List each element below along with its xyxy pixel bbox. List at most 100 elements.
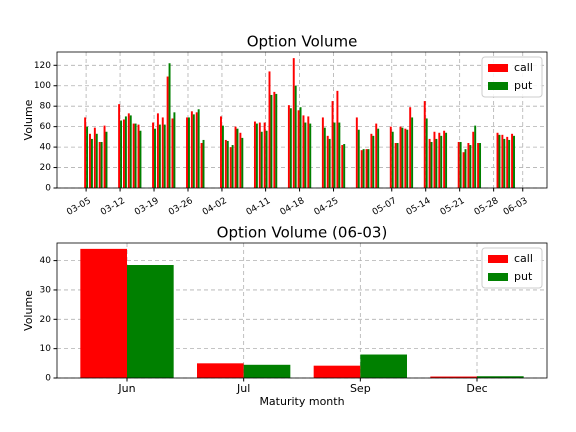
legend-label: put (514, 270, 533, 283)
bar (161, 117, 164, 188)
bar (236, 128, 239, 188)
bar (229, 147, 232, 188)
bar (469, 145, 472, 188)
bar (158, 124, 161, 188)
bar (80, 248, 127, 378)
bar (95, 133, 98, 188)
bar (472, 131, 475, 188)
bar (503, 138, 506, 188)
bar (275, 93, 278, 188)
bar (457, 141, 460, 188)
x-tick-label: 05-07 (371, 196, 399, 218)
bar (220, 116, 222, 188)
bar (173, 112, 176, 188)
bar (477, 143, 480, 188)
bar (360, 150, 363, 188)
bar (192, 114, 195, 188)
bar (372, 135, 375, 188)
bar (459, 141, 462, 188)
legend-box (481, 56, 543, 98)
x-tick-label: Jul (236, 382, 250, 395)
bar (338, 122, 341, 188)
y-tick-label: 20 (40, 315, 52, 325)
y-tick-label: 0 (45, 374, 51, 384)
bar (440, 135, 443, 188)
bar (508, 139, 511, 188)
x-tick-label: 03-12 (99, 196, 127, 218)
bar (365, 149, 368, 188)
bar (268, 71, 271, 188)
legend-label: call (514, 252, 533, 265)
x-tick-label: 05-21 (439, 196, 467, 218)
x-tick-label: 04-25 (313, 196, 341, 218)
legend-swatch (488, 255, 508, 263)
bar (307, 116, 310, 188)
y-tick-label: 30 (40, 285, 52, 295)
bar (253, 121, 256, 188)
bar (202, 139, 205, 188)
bar (270, 94, 273, 188)
y-axis-label: Volume (22, 290, 35, 331)
bar (401, 127, 404, 188)
bar (265, 130, 268, 188)
bar (221, 125, 224, 188)
bar (511, 133, 514, 188)
bar (241, 137, 244, 188)
bar (132, 123, 135, 188)
bar (299, 107, 302, 188)
bar (404, 128, 407, 188)
bar (445, 132, 448, 188)
bar (389, 126, 392, 188)
bar (197, 363, 244, 378)
bar (260, 131, 263, 188)
x-tick-label: 04-18 (279, 196, 307, 218)
bar (168, 63, 171, 188)
x-tick-label: 05-28 (473, 196, 501, 218)
bar (134, 123, 137, 188)
bar (231, 145, 234, 188)
bar (430, 141, 433, 188)
bar (166, 76, 169, 188)
bar (477, 376, 524, 378)
bar (289, 108, 292, 188)
x-tick-label: 05-14 (405, 196, 433, 218)
bar (501, 134, 504, 188)
bar (304, 122, 307, 188)
x-tick-label: 06-03 (502, 196, 530, 218)
bar (118, 104, 121, 188)
bar (343, 144, 346, 188)
bar (105, 131, 108, 188)
bar (226, 140, 229, 188)
bar (370, 133, 373, 188)
y-axis-label: Volume (22, 99, 35, 140)
bar (341, 145, 344, 188)
bar (331, 101, 334, 188)
x-tick-label: 03-05 (65, 196, 93, 218)
bar (171, 118, 174, 188)
bar (255, 123, 258, 188)
bar (120, 120, 123, 188)
x-tick-label: Dec (466, 382, 487, 395)
bar (367, 149, 370, 188)
y-tick-label: 40 (40, 256, 52, 266)
bar (438, 132, 441, 188)
bar (406, 129, 409, 188)
bar (464, 149, 467, 188)
bar (129, 115, 132, 188)
bar (498, 134, 501, 188)
bar (375, 123, 378, 188)
bar (423, 101, 426, 188)
bar (186, 117, 188, 188)
bar (187, 117, 190, 188)
bar (93, 127, 96, 188)
bar (127, 113, 130, 188)
legend-label: put (514, 79, 533, 92)
bar (433, 131, 436, 188)
bar (428, 138, 431, 188)
bar (443, 130, 446, 188)
y-tick-label: 10 (40, 344, 52, 354)
bar (506, 136, 509, 188)
bar (224, 139, 227, 188)
bar (90, 138, 93, 188)
